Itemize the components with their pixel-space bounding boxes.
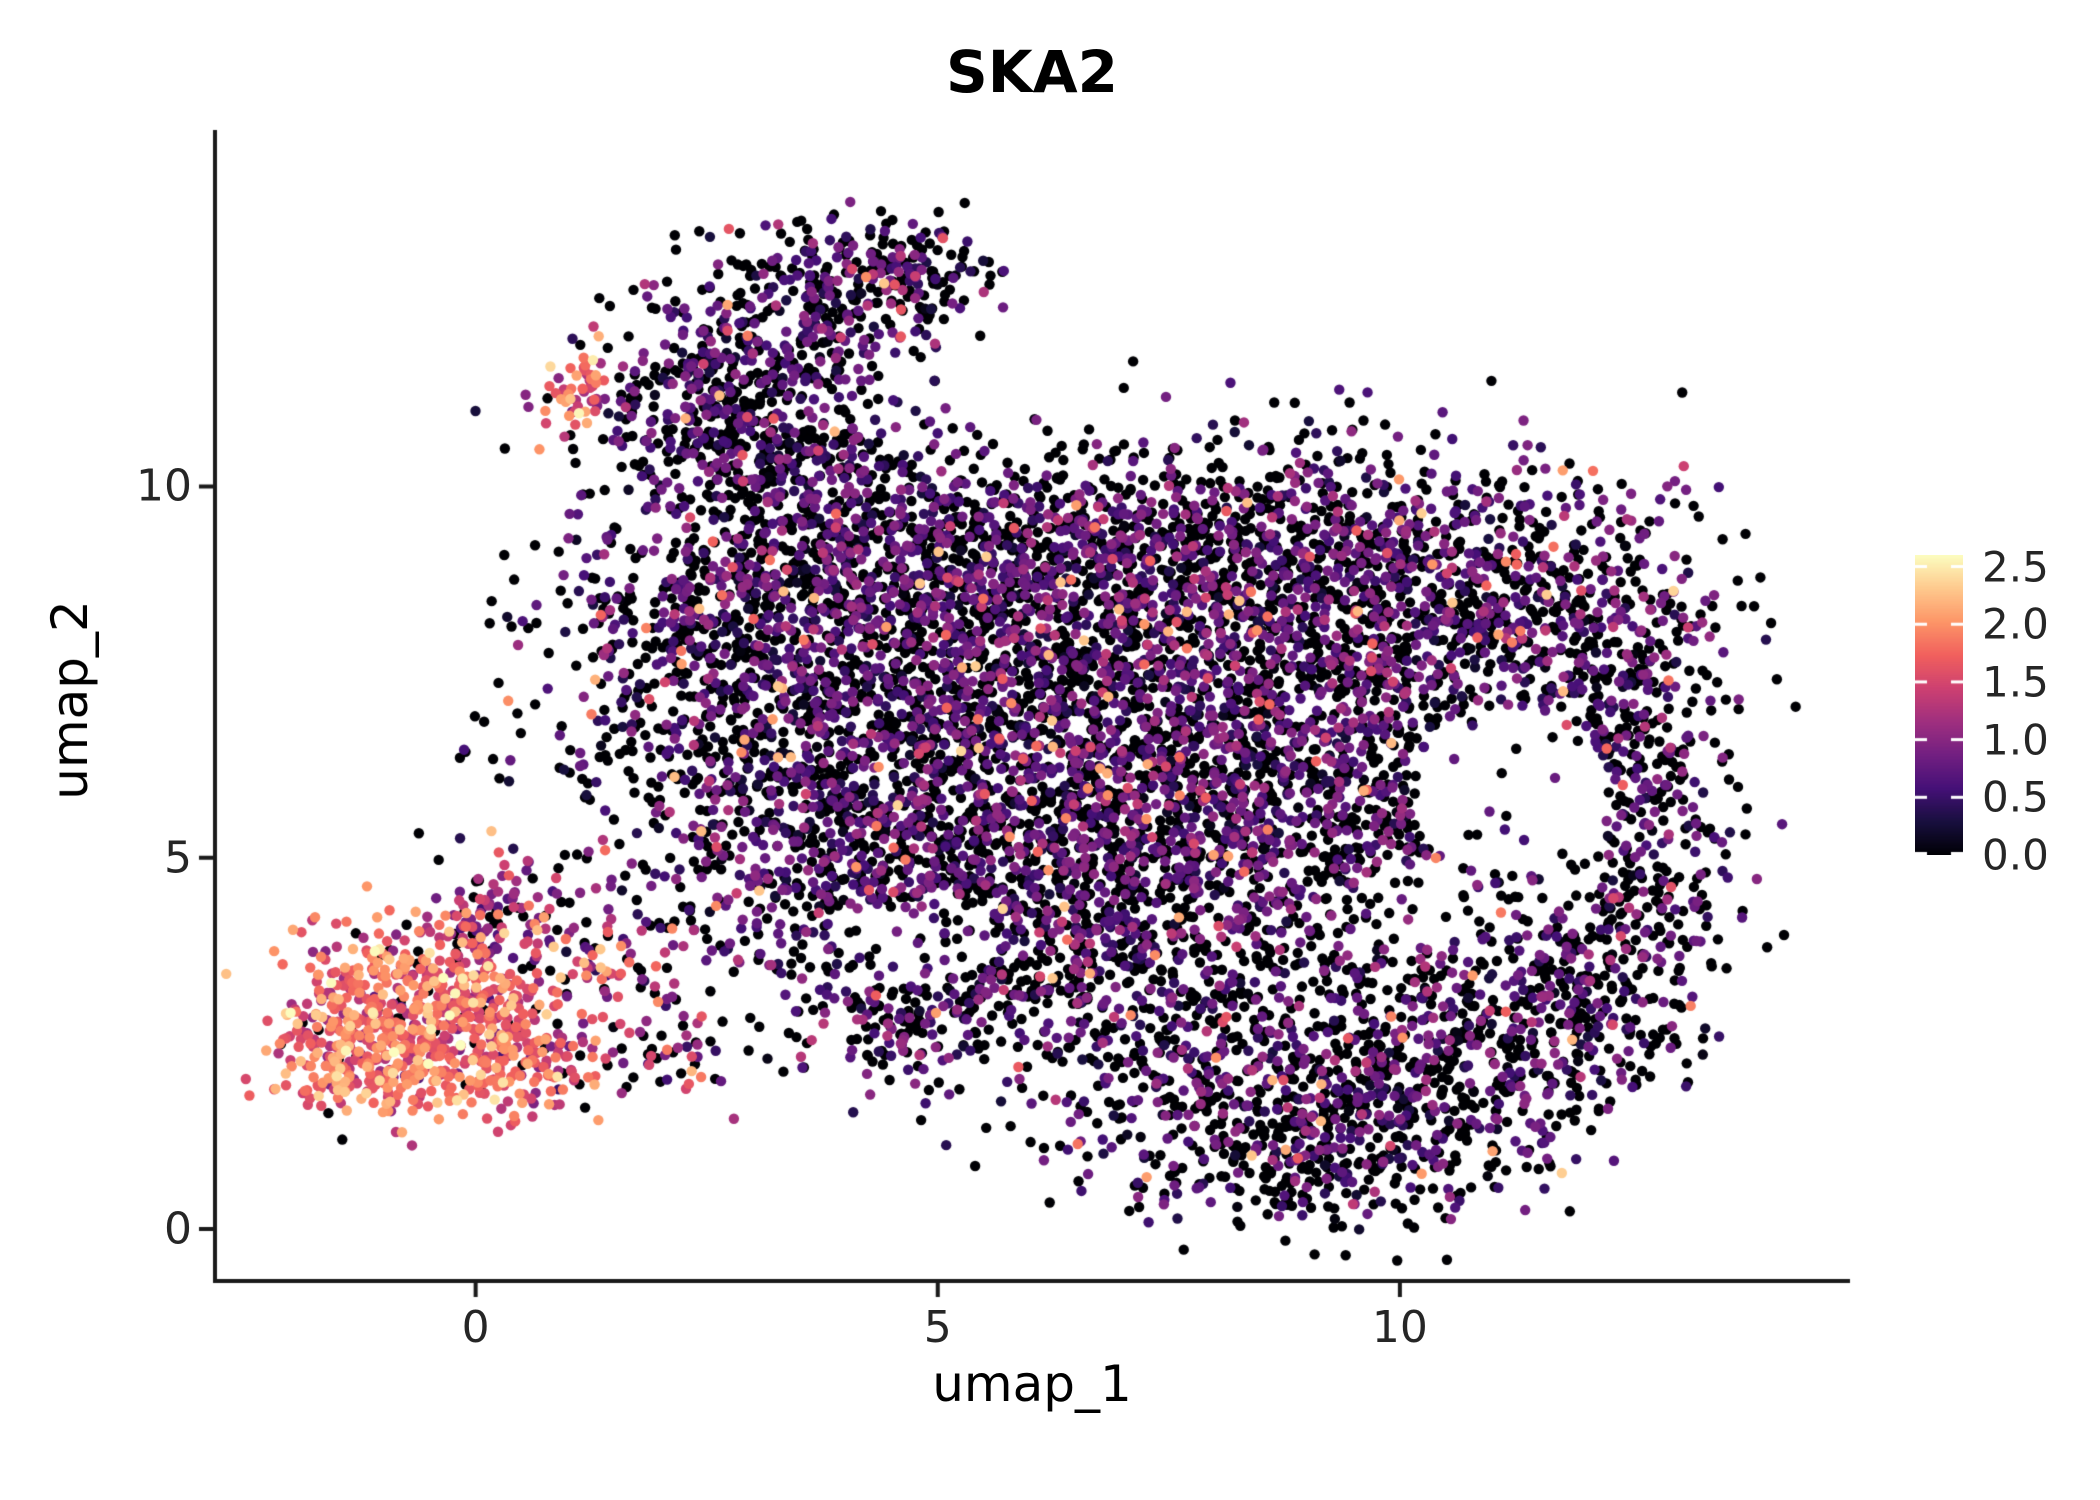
colorbar-gradient (1915, 555, 1963, 855)
legend-tick-2.0: 2.0 (1982, 599, 2049, 649)
legend-tick-2.5: 2.5 (1982, 542, 2049, 592)
x-tick-label-0: 0 (461, 1302, 490, 1353)
legend-tick-0.5: 0.5 (1982, 772, 2049, 822)
y-tick-label-0: 0 (164, 1203, 192, 1255)
x-tick-label-5: 5 (923, 1302, 952, 1353)
y-tick-label-5: 5 (164, 832, 192, 884)
y-axis-label: umap_2 (41, 600, 99, 800)
legend-tick-1.0: 1.0 (1982, 715, 2049, 765)
legend-tick-0.0: 0.0 (1982, 830, 2049, 880)
x-tick-label-10: 10 (1371, 1302, 1428, 1353)
x-axis-label: umap_1 (932, 1355, 1132, 1413)
y-tick-label-10: 10 (136, 460, 192, 512)
legend-tick-1.5: 1.5 (1982, 657, 2049, 707)
chart-title: SKA2 (946, 38, 1118, 106)
